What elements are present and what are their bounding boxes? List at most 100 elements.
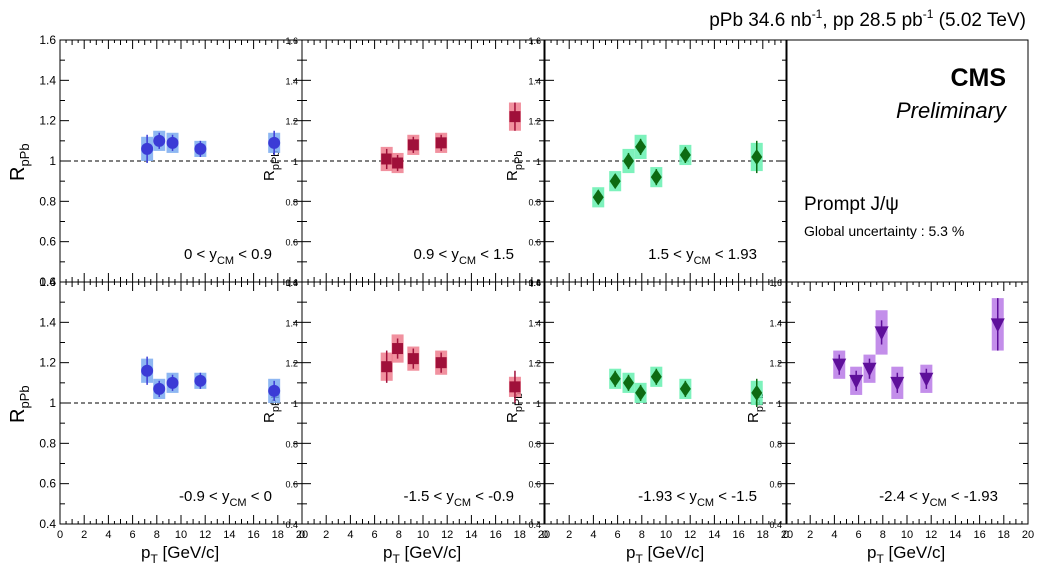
y-axis-title: RpPb <box>504 393 525 423</box>
x-tick-label: 10 <box>660 529 672 541</box>
x-tick-label: 10 <box>175 529 187 541</box>
y-tick-label: 1 <box>536 157 541 167</box>
data-point <box>679 146 691 163</box>
data-point <box>381 153 393 165</box>
x-tick-label: 14 <box>949 529 961 541</box>
x-tick-label: 8 <box>880 529 886 541</box>
y-axis-title: RpPb <box>261 151 282 181</box>
data-point <box>407 139 419 151</box>
x-tick-label: 20 <box>1022 529 1034 541</box>
x-tick-label: 20 <box>538 529 550 541</box>
data-point <box>751 384 763 401</box>
x-tick-label: 6 <box>130 529 136 541</box>
x-tick-label: 0 <box>299 529 305 541</box>
x-tick-label: 18 <box>272 529 284 541</box>
y-tick-label: 0.8 <box>285 197 298 207</box>
x-axis-title: pT [GeV/c] <box>383 543 461 566</box>
panel-frame: 0.4 0.6 0.8 1 1.2 1.4 1.6 RpPb <box>7 275 303 531</box>
data-point <box>919 372 934 387</box>
y-tick-label: 1.6 <box>528 278 541 288</box>
data-point <box>650 169 662 186</box>
x-tick-label: 4 <box>347 529 353 541</box>
x-tick-label: 16 <box>732 529 744 541</box>
x-axis-title: pT [GeV/c] <box>141 543 219 566</box>
y-tick-label: 1 <box>293 157 298 167</box>
data-panel: 1.5 < yCM < 1.93 <box>592 134 763 267</box>
data-point <box>509 381 521 393</box>
y-tick-label: 0.8 <box>769 439 782 449</box>
y-tick-label: 1 <box>293 399 298 409</box>
x-tick-label: 18 <box>998 529 1010 541</box>
y-tick-label: 1.2 <box>769 359 782 369</box>
y-tick-label: 1.6 <box>285 36 298 46</box>
y-tick-label: 0.6 <box>39 235 56 249</box>
x-tick-label: 4 <box>590 529 596 541</box>
x-tick-label: 6 <box>372 529 378 541</box>
x-tick-label: 14 <box>708 529 720 541</box>
y-tick-label: 0.6 <box>528 238 541 248</box>
rapidity-label: -1.93 < yCM < -1.5 <box>638 488 757 509</box>
data-point <box>435 137 447 149</box>
rapidity-label: -0.9 < yCM < 0 <box>179 488 272 509</box>
preliminary-label: Preliminary <box>896 98 1008 123</box>
x-tick-label: 16 <box>973 529 985 541</box>
data-point <box>268 384 281 397</box>
y-tick-label: 1 <box>536 399 541 409</box>
data-panel: 0 < yCM < 0.9 <box>141 130 281 267</box>
y-tick-label: 0.6 <box>285 480 298 490</box>
y-tick-label: 1.6 <box>769 278 782 288</box>
data-point <box>153 134 166 147</box>
x-tick-label: 2 <box>323 529 329 541</box>
x-tick-label: 12 <box>199 529 211 541</box>
data-point <box>650 368 662 385</box>
y-axis-title: RpPb <box>504 151 525 181</box>
rapidity-label: 1.5 < yCM < 1.93 <box>648 246 757 267</box>
x-tick-label: 10 <box>901 529 913 541</box>
y-tick-label: 0.6 <box>285 238 298 248</box>
y-tick-label: 0.6 <box>39 477 56 491</box>
x-tick-label: 16 <box>247 529 259 541</box>
x-tick-label: 12 <box>684 529 696 541</box>
y-tick-label: 1.6 <box>39 275 56 289</box>
y-tick-label: 0.4 <box>528 520 541 530</box>
y-tick-label: 1 <box>49 154 56 168</box>
y-tick-label: 0.6 <box>769 480 782 490</box>
rapidity-label: 0 < yCM < 0.9 <box>184 246 272 267</box>
y-tick-label: 0.8 <box>528 439 541 449</box>
y-tick-label: 0.4 <box>285 278 298 288</box>
y-tick-label: 0.4 <box>285 520 298 530</box>
data-point <box>874 326 889 341</box>
data-point <box>635 138 647 155</box>
y-tick-label: 1.6 <box>285 278 298 288</box>
data-point <box>141 142 154 155</box>
y-tick-label: 0.6 <box>528 480 541 490</box>
data-point <box>862 362 877 377</box>
y-tick-label: 0.8 <box>39 436 56 450</box>
cms-label: CMS <box>950 64 1006 92</box>
x-tick-label: 0 <box>542 529 548 541</box>
x-tick-label: 2 <box>807 529 813 541</box>
data-point <box>849 374 864 389</box>
y-axis-title: RpPb <box>7 385 32 423</box>
data-point <box>751 148 763 165</box>
y-tick-label: 1.4 <box>39 315 56 329</box>
x-axis-title: pT [GeV/c] <box>867 543 945 566</box>
data-panel: -1.93 < yCM < -1.5 <box>609 366 763 509</box>
data-point <box>194 374 207 387</box>
lumi-label: pPb 34.6 nb-1, pp 28.5 pb-1 (5.02 TeV) <box>709 7 1026 31</box>
data-point <box>194 142 207 155</box>
data-point <box>153 382 166 395</box>
x-tick-label: 18 <box>514 529 526 541</box>
x-tick-label: 18 <box>757 529 769 541</box>
y-tick-label: 0.4 <box>39 275 56 289</box>
y-tick-label: 1.2 <box>285 117 298 127</box>
y-tick-label: 0.4 <box>39 517 56 531</box>
rapidity-label: 0.9 < yCM < 1.5 <box>413 246 514 267</box>
x-tick-label: 0 <box>57 529 63 541</box>
y-tick-label: 1.2 <box>528 359 541 369</box>
data-point <box>407 353 419 365</box>
global-uncertainty-label: Global uncertainty : 5.3 % <box>804 223 964 239</box>
data-panel: -0.9 < yCM < 0 <box>141 356 281 509</box>
y-tick-label: 1.4 <box>528 318 541 328</box>
